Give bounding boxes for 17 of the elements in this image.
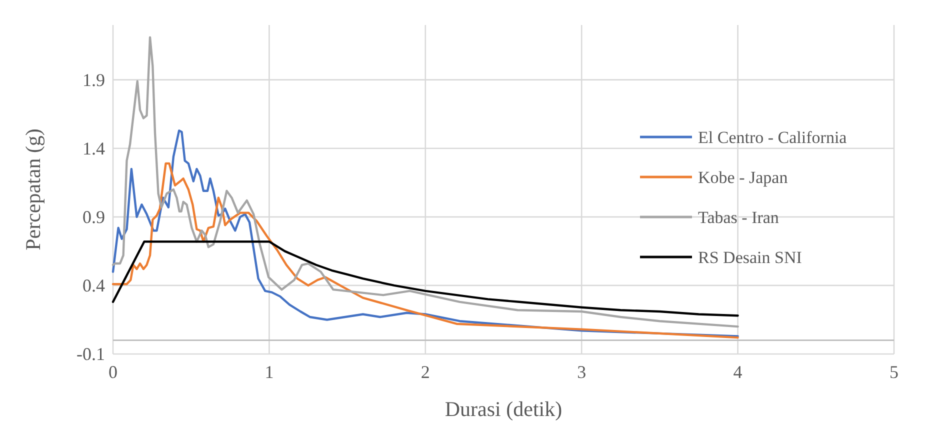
- y-axis-title: Percepatan (g): [21, 128, 45, 250]
- y-tick-label: -0.1: [76, 344, 105, 364]
- x-axis-title: Durasi (detik): [444, 397, 562, 421]
- y-tick-label: 1.4: [82, 138, 105, 158]
- y-tick-label: 0.4: [82, 275, 105, 296]
- x-tick-label: 4: [733, 362, 742, 382]
- y-tick-label: 0.9: [82, 206, 105, 227]
- x-tick-label: 5: [890, 362, 898, 382]
- legend-label: RS Desain SNI: [698, 248, 802, 267]
- y-tick-label: 1.9: [82, 70, 105, 90]
- x-tick-label: 2: [420, 362, 430, 382]
- legend-label: Kobe - Japan: [698, 168, 788, 187]
- legend-label: Tabas - Iran: [698, 208, 780, 227]
- legend-label: El Centro - California: [698, 128, 848, 147]
- x-tick-label: 3: [577, 362, 586, 382]
- x-tick-label: 1: [264, 362, 274, 382]
- x-tick-label: 0: [108, 362, 118, 382]
